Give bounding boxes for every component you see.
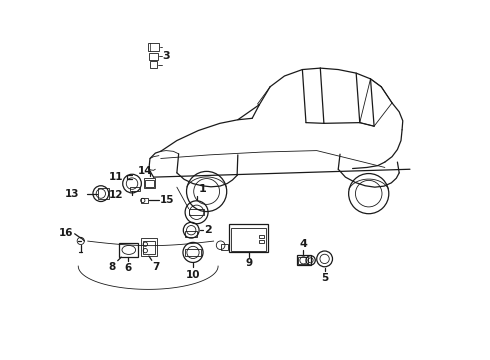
Bar <box>149 53 158 60</box>
Bar <box>130 187 140 192</box>
Text: 13: 13 <box>65 189 79 199</box>
Text: 2: 2 <box>204 225 212 235</box>
Text: 3: 3 <box>163 51 170 61</box>
Bar <box>298 257 309 264</box>
Bar <box>220 244 228 250</box>
Bar <box>259 234 265 238</box>
Text: 6: 6 <box>125 263 132 273</box>
Bar <box>119 243 139 257</box>
Bar <box>145 180 153 187</box>
Text: 12: 12 <box>109 190 123 200</box>
Text: 5: 5 <box>321 273 328 283</box>
Bar <box>297 255 311 265</box>
Bar <box>149 61 157 68</box>
Text: 16: 16 <box>58 228 73 238</box>
Bar <box>185 249 201 256</box>
Text: 10: 10 <box>186 270 200 280</box>
Bar <box>98 188 109 199</box>
Text: 9: 9 <box>245 258 252 268</box>
Bar <box>141 198 148 203</box>
Text: 7: 7 <box>152 262 160 272</box>
Bar <box>141 238 157 256</box>
Bar <box>231 228 266 251</box>
Text: 14: 14 <box>138 166 152 176</box>
Bar <box>190 209 204 215</box>
Bar <box>143 240 155 254</box>
Bar <box>259 240 265 243</box>
Bar <box>148 43 159 51</box>
Bar <box>229 225 269 252</box>
Text: 15: 15 <box>160 195 174 206</box>
Text: 11: 11 <box>109 172 123 182</box>
Text: 8: 8 <box>109 262 116 272</box>
Bar <box>185 231 197 237</box>
Bar <box>144 178 155 188</box>
Text: 1: 1 <box>198 184 206 194</box>
Text: 4: 4 <box>299 239 307 249</box>
